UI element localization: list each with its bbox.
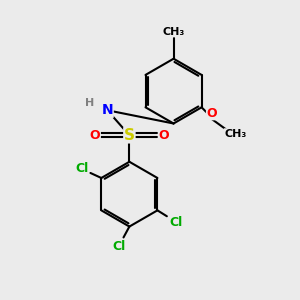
Text: Cl: Cl xyxy=(112,240,126,253)
Text: H: H xyxy=(85,98,94,108)
Text: O: O xyxy=(206,107,217,120)
Text: CH₃: CH₃ xyxy=(162,27,185,37)
Text: S: S xyxy=(124,128,135,143)
Text: CH₃: CH₃ xyxy=(224,129,247,139)
Text: O: O xyxy=(158,129,169,142)
Text: Cl: Cl xyxy=(75,162,88,175)
Text: O: O xyxy=(90,129,100,142)
Text: N: N xyxy=(101,103,113,117)
Text: Cl: Cl xyxy=(169,216,182,229)
